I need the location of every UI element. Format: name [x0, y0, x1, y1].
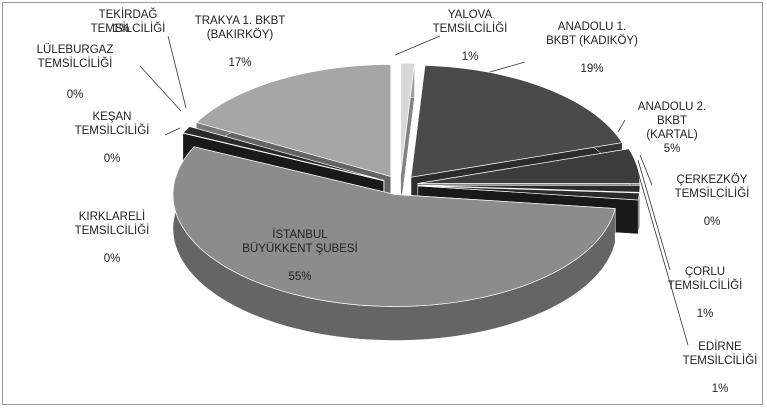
leader-line — [139, 65, 182, 112]
slice-value-label: 0% — [103, 153, 121, 165]
slice-value-label: 55% — [288, 271, 312, 283]
slice — [417, 148, 641, 184]
slice-label: İSTANBUL BÜYÜKKENT ŞUBESİ — [242, 229, 358, 255]
slice — [182, 132, 384, 182]
slice-value-label: 1% — [461, 51, 479, 63]
slice-label: ANADOLU 2. BKBT (KARTAL) — [637, 101, 707, 141]
slice — [417, 185, 640, 201]
leader-line — [489, 61, 526, 73]
leader-line — [617, 119, 626, 133]
leader-line — [639, 154, 653, 186]
leader-line — [167, 35, 187, 109]
slice-value-label: 17% — [228, 57, 252, 69]
slice — [172, 146, 616, 307]
slice-value-label: 5% — [663, 143, 681, 155]
slice-value-label: 1% — [696, 308, 714, 320]
slice-value-label: 19% — [580, 63, 604, 75]
leader-line — [637, 159, 671, 271]
slice-label: EDİRNE TEMSİLCİLİĞİ — [682, 341, 758, 367]
chart-border — [2, 2, 763, 405]
slice — [400, 62, 415, 210]
slice-value-label: 1% — [711, 383, 729, 395]
slice — [182, 126, 385, 181]
slice-label: ANADOLU 1. BKBT (KADIKÖY) — [546, 21, 638, 47]
leader-line — [635, 164, 689, 346]
slice-label: LÜLEBURGAZ TEMSİLCİLİĞİ — [36, 44, 114, 70]
slice-value-label: 0% — [103, 253, 121, 265]
slice-label: TEKİRDAĞ TEMSİLCİLİĞİ — [90, 9, 166, 35]
slice — [172, 146, 616, 341]
slice-label: ÇORLU TEMSİLCİLİĞİ — [667, 266, 743, 292]
slice-label: KIRKLARELİ TEMSİLCİLİĞİ — [74, 211, 150, 237]
slice — [195, 64, 392, 177]
slice-label: KEŞAN TEMSİLCİLİĞİ — [74, 111, 150, 137]
slice-value-label: 1% — [112, 23, 130, 35]
slice — [410, 65, 623, 178]
slice-label: ÇERKEZKÖY TEMSİLCİLİĞİ — [674, 174, 750, 200]
slice — [417, 184, 641, 193]
leader-line — [164, 127, 181, 136]
slice-value-label: 0% — [66, 89, 84, 101]
slice-label: YALOVA TEMSİLCİLİĞİ — [432, 9, 508, 35]
slice-value-label: 0% — [703, 216, 721, 228]
leader-line — [394, 35, 441, 56]
slice — [400, 62, 415, 176]
slice-label: TRAKYA 1. BKBT (BAKIRKÖY) — [194, 15, 286, 41]
